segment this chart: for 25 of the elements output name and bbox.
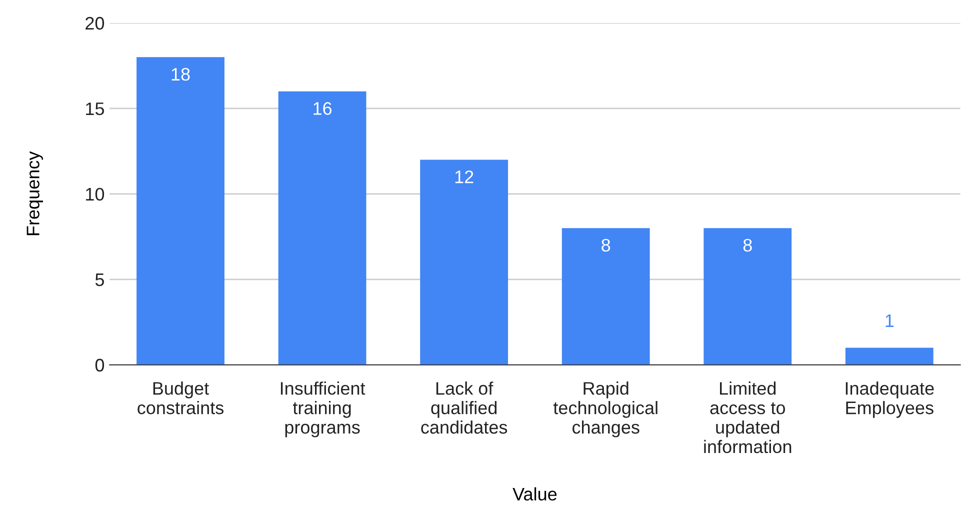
bar [562, 228, 650, 365]
data-label: 8 [743, 238, 752, 252]
bar [420, 160, 508, 365]
data-label: 18 [172, 68, 190, 81]
x-tick-label: Inadequate Employees [846, 382, 934, 418]
x-tick-label: Limited access to updated information [704, 382, 792, 454]
data-label: 1 [886, 314, 894, 327]
y-tick-label: 0 [95, 358, 104, 372]
bar [278, 91, 366, 365]
bar [704, 228, 792, 365]
data-label: 8 [602, 238, 610, 252]
x-axis-title: Value [512, 487, 557, 501]
x-tick-label: Rapid technological changes [553, 382, 658, 438]
y-tick-label: 10 [86, 188, 104, 201]
bar [136, 57, 224, 365]
y-tick-label: 20 [86, 16, 104, 30]
x-tick-label: Budget constraints [138, 382, 224, 414]
x-tick-label: Lack of qualified candidates [421, 382, 508, 434]
x-tick-label: Insufficient training programs [280, 382, 366, 438]
y-tick-label: 5 [95, 274, 104, 286]
bar [845, 348, 934, 365]
data-label: 16 [314, 102, 332, 115]
data-label: 12 [455, 170, 474, 184]
y-tick-label: 15 [86, 102, 104, 116]
y-axis-title: Frequency [26, 151, 43, 236]
